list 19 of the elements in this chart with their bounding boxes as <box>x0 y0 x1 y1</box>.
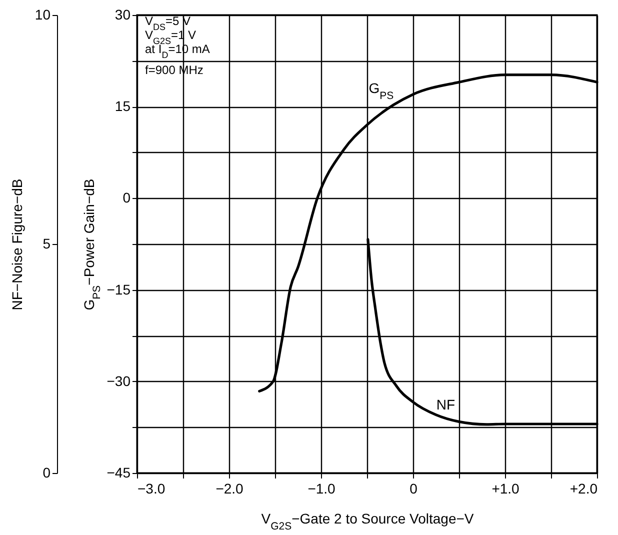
series-label: G$_{PS}$ <box>368 80 394 102</box>
series-label: NF <box>436 396 455 413</box>
x-tick-label: +1.0 <box>492 480 520 496</box>
y2-tick-label: 0 <box>42 464 51 480</box>
y-tick-label: 30 <box>114 6 131 22</box>
y-tick-label: −15 <box>106 281 131 298</box>
x-tick-label: −3.0 <box>138 480 166 496</box>
y2-axis-title: NF−Noise Figure−dB <box>8 178 25 310</box>
y-tick-label: −45 <box>106 464 131 480</box>
x-tick-label: +2.0 <box>570 480 598 496</box>
x-axis-title: V$_{G2S}$−Gate 2 to Source Voltage−V <box>261 510 474 532</box>
y2-tick-label: 5 <box>42 236 51 252</box>
y-tick-label: 0 <box>122 190 131 206</box>
x-tick-label: 0 <box>410 480 418 496</box>
x-tick-label: −2.0 <box>216 480 244 496</box>
y2-tick-label: 10 <box>34 6 51 22</box>
x-tick-label: −1.0 <box>308 480 336 496</box>
y-tick-label: −30 <box>106 372 131 389</box>
y-tick-label: 15 <box>114 98 131 114</box>
